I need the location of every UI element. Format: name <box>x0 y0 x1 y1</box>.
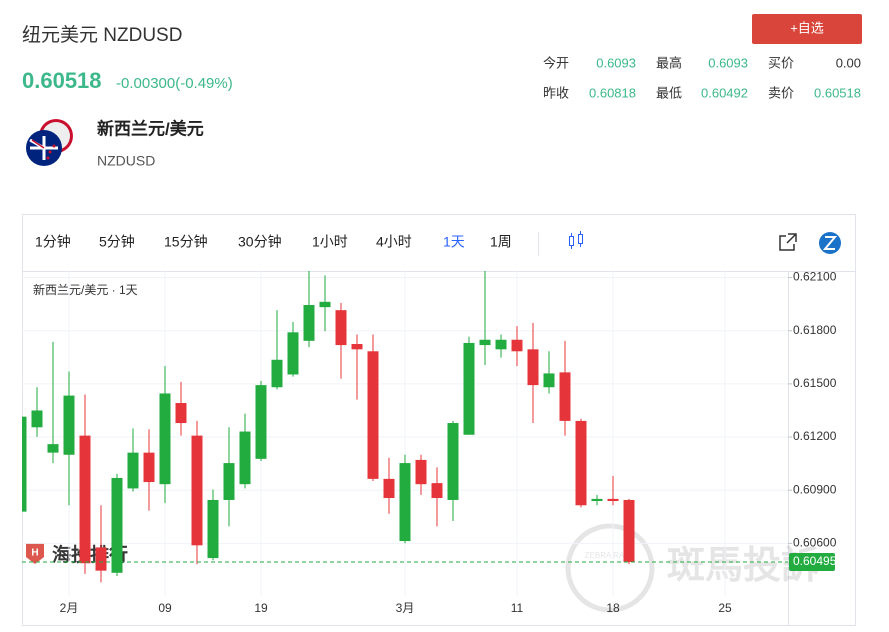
candle-body <box>543 373 555 388</box>
interval-button[interactable]: 1天 <box>443 234 465 250</box>
candle-body <box>22 416 27 512</box>
x-tick-label: 11 <box>511 601 524 615</box>
stat-value: 0.60492 <box>701 85 748 100</box>
stat-value: 0.6093 <box>708 55 748 70</box>
candle-body <box>143 452 155 483</box>
watermark-badge: ZEBRA RANK <box>585 551 636 560</box>
candle-body <box>415 459 427 485</box>
x-tick-label: 19 <box>254 601 268 615</box>
interval-button[interactable]: 5分钟 <box>99 234 135 250</box>
plot-area <box>22 271 635 583</box>
candle-body <box>527 349 539 386</box>
candle-body <box>623 499 635 562</box>
candle-body <box>159 393 171 485</box>
candle-body <box>111 477 123 573</box>
candle-body <box>223 463 235 500</box>
stat-label: 最低 <box>656 85 682 100</box>
candle-body <box>383 478 395 499</box>
interval-button[interactable]: 15分钟 <box>164 234 208 250</box>
interval-button[interactable]: 30分钟 <box>238 234 282 250</box>
candle-body <box>447 423 459 500</box>
stat-label: 买价 <box>768 55 794 70</box>
brand-icon[interactable] <box>819 232 841 254</box>
candle-body <box>319 301 331 308</box>
y-tick-label: 0.61800 <box>793 323 837 337</box>
candle-body <box>335 310 347 346</box>
page-title: 纽元美元 NZDUSD <box>22 24 182 46</box>
candle-body <box>63 395 75 455</box>
candle-body <box>95 547 107 571</box>
instrument-name: 新西兰元/美元 <box>97 118 204 138</box>
candle-body <box>207 499 219 559</box>
price-change: -0.00300(-0.49%) <box>116 75 233 92</box>
share-icon[interactable] <box>779 233 797 251</box>
last-price-label: 0.60495 <box>793 554 837 568</box>
stat-label: 最高 <box>656 55 682 70</box>
candle-body <box>303 305 315 341</box>
candle-body <box>463 342 475 435</box>
candle-body <box>31 410 43 428</box>
candle-body <box>287 332 299 375</box>
candle-body <box>607 498 619 502</box>
y-tick-label: 0.61200 <box>793 429 837 443</box>
x-tick-label: 2月 <box>60 601 79 615</box>
candle-body <box>559 372 571 421</box>
x-tick-label: 18 <box>606 601 620 615</box>
interval-button[interactable]: 1周 <box>490 234 512 250</box>
last-price-box <box>789 552 835 571</box>
interval-button[interactable]: 4小时 <box>376 234 412 250</box>
candle-body <box>495 339 507 350</box>
x-tick-label: 3月 <box>396 601 415 615</box>
y-tick-label: 0.60600 <box>793 536 837 550</box>
candle-body <box>271 359 283 388</box>
x-tick-label: 25 <box>718 601 732 615</box>
flag-icon <box>26 119 73 166</box>
chart-label: 新西兰元/美元 · 1天 <box>33 282 138 297</box>
stat-value: 0.6093 <box>596 55 636 70</box>
candle-type-icon[interactable] <box>569 231 583 249</box>
y-tick-label: 0.61500 <box>793 376 837 390</box>
candle-body <box>351 344 363 350</box>
stat-label: 今开 <box>543 55 569 70</box>
y-tick-label: 0.60900 <box>793 482 837 496</box>
stat-value: 0.60518 <box>814 85 861 100</box>
candle-body <box>239 431 251 485</box>
y-tick-label: 0.62100 <box>793 270 837 284</box>
stat-label: 昨收 <box>543 85 569 100</box>
candle-body <box>191 435 203 546</box>
add-watchlist-label[interactable]: +自选 <box>790 20 824 35</box>
candle-body <box>127 452 139 489</box>
stat-value: 0.60818 <box>589 85 636 100</box>
candle-body <box>431 483 443 499</box>
candle-body <box>399 463 411 542</box>
candle-body <box>47 444 59 453</box>
candle-body <box>479 339 491 346</box>
interval-button[interactable]: 1分钟 <box>35 234 71 250</box>
price: 0.60518 <box>22 68 102 93</box>
candle-body <box>255 385 267 459</box>
candle-body <box>511 339 523 352</box>
instrument-code: NZDUSD <box>97 153 155 169</box>
grid <box>22 271 788 596</box>
watermark-brand: ZEBRA RANK 斑馬投訴 <box>565 523 819 613</box>
stat-label: 卖价 <box>768 85 794 100</box>
candle-body <box>79 435 91 564</box>
add-watchlist-button[interactable] <box>752 14 862 44</box>
stat-value: 0.00 <box>836 55 861 70</box>
candle-body <box>575 420 587 506</box>
candle-body <box>591 498 603 502</box>
candle-body <box>175 403 187 424</box>
interval-button[interactable]: 1小时 <box>312 234 348 250</box>
x-tick-label: 09 <box>158 601 172 615</box>
candle-body <box>367 351 379 479</box>
svg-text:H: H <box>31 548 38 559</box>
